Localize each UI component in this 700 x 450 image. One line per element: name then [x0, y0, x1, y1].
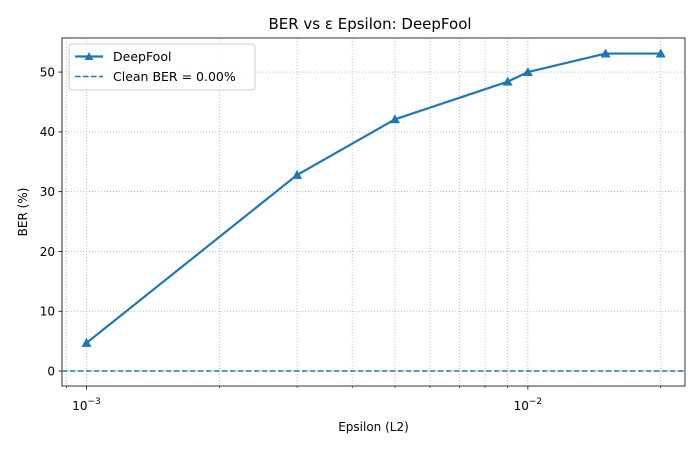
deepfool-data-point	[655, 48, 666, 58]
deepfool-data-point	[389, 114, 401, 124]
y-tick-label: 50	[40, 65, 55, 79]
x-tick-label: 10−2	[514, 397, 543, 413]
legend: DeepFool Clean BER = 0.00%	[68, 43, 256, 91]
legend-label: Clean BER = 0.00%	[113, 69, 236, 84]
deepfool-data-point	[522, 66, 533, 77]
y-tick-label: 20	[40, 245, 55, 259]
axes: 0 10 20 30 40 50 10−3 10−2	[40, 37, 686, 413]
y-tick-label: 40	[40, 125, 55, 139]
series-layer	[62, 48, 685, 372]
deepfool-data-point	[502, 76, 513, 86]
plot-frame	[61, 37, 686, 387]
deepfool-series-line	[85, 52, 661, 344]
grid-lines	[62, 38, 685, 386]
y-tick-label: 10	[40, 305, 55, 319]
deepfool-data-point	[600, 48, 611, 58]
x-axis-title: Epsilon (L2)	[338, 420, 409, 434]
y-axis-title: BER (%)	[16, 188, 30, 237]
y-tick-label: 0	[47, 364, 55, 378]
x-tick-label: 10−3	[72, 397, 101, 413]
legend-box	[68, 43, 256, 91]
y-tick-label: 30	[40, 185, 55, 199]
chart-title: BER vs ε Epsilon: DeepFool	[268, 15, 471, 33]
legend-label: DeepFool	[113, 49, 171, 64]
deepfool-data-point	[81, 337, 92, 347]
legend-marker-deepfool	[84, 52, 94, 61]
deepfool-data-point	[292, 169, 303, 179]
